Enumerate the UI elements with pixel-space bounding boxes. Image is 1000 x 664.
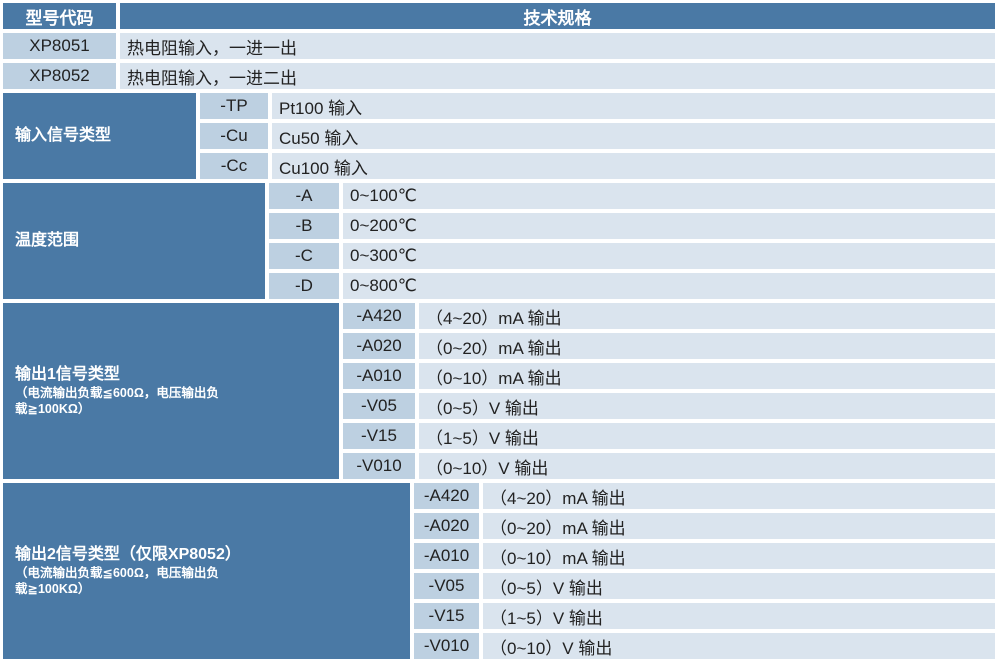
option-code-cell: -D [269, 273, 339, 299]
option-spec-cell: （0~10）V 输出 [483, 633, 995, 659]
option-row: -V15 （1~5）V 输出 [343, 423, 995, 449]
option-code-cell: -A420 [343, 303, 415, 329]
option-row: -V010 （0~10）V 输出 [414, 633, 995, 659]
option-row: -A020 （0~20）mA 输出 [343, 333, 995, 359]
option-spec-cell: 0~200℃ [343, 213, 995, 239]
option-code-cell: -B [269, 213, 339, 239]
option-row: -V010 （0~10）V 输出 [343, 453, 995, 479]
option-spec-cell: 0~100℃ [343, 183, 995, 209]
option-spec-cell: Pt100 输入 [272, 93, 995, 119]
option-row: -A 0~100℃ [269, 183, 995, 209]
header-model-code-cell: 型号代码 [3, 3, 116, 29]
model-row-xp8051: XP8051 热电阻输入，一进一出 [3, 33, 995, 59]
option-code-cell: -V15 [343, 423, 415, 449]
table-header-row: 型号代码 技术规格 [3, 3, 995, 29]
section-rows: -A420 （4~20）mA 输出 -A020 （0~20）mA 输出 -A01… [414, 483, 995, 659]
option-row: -A420 （4~20）mA 输出 [414, 483, 995, 509]
option-row: -A010 （0~10）mA 输出 [343, 363, 995, 389]
option-code-cell: -A010 [343, 363, 415, 389]
option-code-cell: -V05 [414, 573, 479, 599]
model-spec-cell: 热电阻输入，一进一出 [120, 33, 995, 59]
option-spec-cell: Cu50 输入 [272, 123, 995, 149]
option-row: -V05 （0~5）V 输出 [343, 393, 995, 419]
option-code-cell: -V010 [343, 453, 415, 479]
option-code-cell: -A020 [414, 513, 479, 539]
section-label-block: 输入信号类型 [3, 93, 196, 179]
option-row: -V05 （0~5）V 输出 [414, 573, 995, 599]
option-code-cell: -V05 [343, 393, 415, 419]
option-row: -Cc Cu100 输入 [200, 153, 995, 179]
section-label-title: 输出2信号类型（仅限XP8052） [15, 546, 241, 563]
option-spec-cell: （1~5）V 输出 [483, 603, 995, 629]
option-spec-cell: （1~5）V 输出 [419, 423, 995, 449]
section-output2-signal-type: 输出2信号类型（仅限XP8052） （电流输出负载≦600Ω，电压输出负载≧10… [3, 483, 995, 659]
section-rows: -TP Pt100 输入 -Cu Cu50 输入 -Cc Cu100 输入 [200, 93, 995, 179]
option-spec-cell: 0~300℃ [343, 243, 995, 269]
section-label-subtitle: （电流输出负载≦600Ω，电压输出负载≧100KΩ） [15, 566, 219, 596]
option-code-cell: -A420 [414, 483, 479, 509]
section-temperature-range: 温度范围 -A 0~100℃ -B 0~200℃ -C 0~300℃ -D 0~… [3, 183, 995, 299]
section-label-subtitle: （电流输出负载≦600Ω，电压输出负载≧100KΩ） [15, 386, 219, 416]
model-spec-cell: 热电阻输入，一进二出 [120, 63, 995, 89]
option-code-cell: -Cu [200, 123, 268, 149]
option-code-cell: -TP [200, 93, 268, 119]
option-spec-cell: Cu100 输入 [272, 153, 995, 179]
option-code-cell: -V010 [414, 633, 479, 659]
option-code-cell: -C [269, 243, 339, 269]
option-spec-cell: （0~10）V 输出 [419, 453, 995, 479]
option-spec-cell: （0~5）V 输出 [483, 573, 995, 599]
option-row: -D 0~800℃ [269, 273, 995, 299]
option-row: -A020 （0~20）mA 输出 [414, 513, 995, 539]
option-row: -B 0~200℃ [269, 213, 995, 239]
option-spec-cell: （0~10）mA 输出 [483, 543, 995, 569]
option-code-cell: -V15 [414, 603, 479, 629]
option-code-cell: -Cc [200, 153, 268, 179]
option-spec-cell: （4~20）mA 输出 [419, 303, 995, 329]
option-row: -A010 （0~10）mA 输出 [414, 543, 995, 569]
section-label-title: 输出1信号类型 [15, 366, 120, 383]
option-spec-cell: （0~20）mA 输出 [483, 513, 995, 539]
section-input-signal-type: 输入信号类型 -TP Pt100 输入 -Cu Cu50 输入 -Cc Cu10… [3, 93, 995, 179]
option-row: -V15 （1~5）V 输出 [414, 603, 995, 629]
option-code-cell: -A010 [414, 543, 479, 569]
option-spec-cell: （0~5）V 输出 [419, 393, 995, 419]
option-spec-cell: （0~20）mA 输出 [419, 333, 995, 359]
option-row: -C 0~300℃ [269, 243, 995, 269]
section-output1-signal-type: 输出1信号类型 （电流输出负载≦600Ω，电压输出负载≧100KΩ） -A420… [3, 303, 995, 479]
option-row: -TP Pt100 输入 [200, 93, 995, 119]
option-row: -Cu Cu50 输入 [200, 123, 995, 149]
section-rows: -A420 （4~20）mA 输出 -A020 （0~20）mA 输出 -A01… [343, 303, 995, 479]
option-code-cell: -A020 [343, 333, 415, 359]
section-label-title: 输入信号类型 [15, 127, 112, 144]
option-row: -A420 （4~20）mA 输出 [343, 303, 995, 329]
option-spec-cell: 0~800℃ [343, 273, 995, 299]
model-row-xp8052: XP8052 热电阻输入，一进二出 [3, 63, 995, 89]
option-spec-cell: （4~20）mA 输出 [483, 483, 995, 509]
section-label-block: 输出2信号类型（仅限XP8052） （电流输出负载≦600Ω，电压输出负载≧10… [3, 483, 410, 659]
section-rows: -A 0~100℃ -B 0~200℃ -C 0~300℃ -D 0~800℃ [269, 183, 995, 299]
header-spec-cell: 技术规格 [120, 3, 995, 29]
section-label-block: 输出1信号类型 （电流输出负载≦600Ω，电压输出负载≧100KΩ） [3, 303, 339, 479]
option-code-cell: -A [269, 183, 339, 209]
model-code-cell: XP8052 [3, 63, 116, 89]
section-label-title: 温度范围 [15, 232, 80, 249]
model-code-cell: XP8051 [3, 33, 116, 59]
section-label-block: 温度范围 [3, 183, 265, 299]
option-spec-cell: （0~10）mA 输出 [419, 363, 995, 389]
